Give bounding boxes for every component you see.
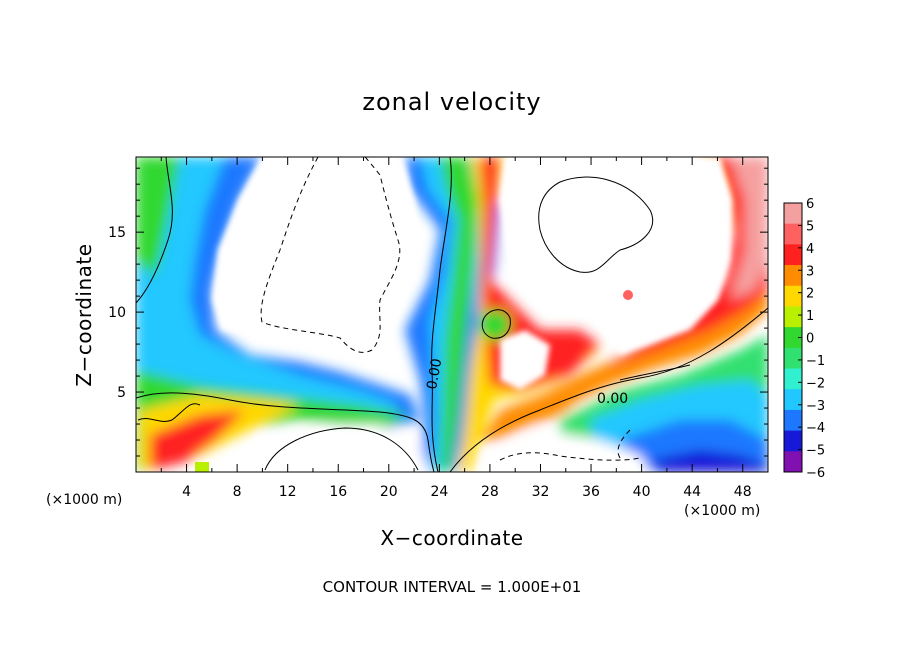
x-tick-label: 28 xyxy=(481,484,499,500)
x-tick-label: 40 xyxy=(633,484,651,500)
x-tick-label: 32 xyxy=(532,484,550,500)
x-tick-label: 48 xyxy=(734,484,752,500)
contour-label-0: 0.00 xyxy=(424,357,445,390)
colorbar-swatch xyxy=(784,306,802,328)
y-axis-label: Z−coordinate xyxy=(72,243,96,387)
colorbar-swatch xyxy=(784,203,802,225)
colorbar-label: 6 xyxy=(806,197,814,212)
colorbar-label: −4 xyxy=(806,421,825,436)
colorbar-swatch xyxy=(784,409,802,432)
colorbar-label: 4 xyxy=(806,242,814,257)
colorbar-label: −3 xyxy=(806,399,825,414)
colorbar-swatch xyxy=(784,430,802,452)
negative-contours xyxy=(260,157,641,461)
x-tick-label: 8 xyxy=(233,484,242,500)
colorbar-label: 1 xyxy=(806,309,814,324)
x-unit-label-left: (×1000 m) xyxy=(46,492,123,508)
colorbar-label: −2 xyxy=(806,376,825,391)
colorbar-label: 2 xyxy=(806,287,814,302)
y-tick-label: 5 xyxy=(117,385,126,401)
x-tick-label: 4 xyxy=(182,484,191,500)
colorbar-label: −6 xyxy=(806,466,825,481)
x-tick-label: 24 xyxy=(430,484,448,500)
colorbar-swatch xyxy=(784,368,802,390)
colorbar-swatch xyxy=(784,285,802,307)
colorbar-label: −1 xyxy=(806,354,825,369)
plot-frame xyxy=(135,156,769,473)
colorbar-swatch xyxy=(784,389,802,411)
colorbar-label: 5 xyxy=(806,219,814,234)
colorbar-label: 0 xyxy=(806,332,814,347)
y-tick-label: 15 xyxy=(108,225,126,241)
x-axis: 4 8 12 16 20 24 28 32 36 40 44 48 xyxy=(160,157,752,500)
y-tick-label: 10 xyxy=(108,305,126,321)
y-axis: 5 10 15 xyxy=(108,167,768,457)
colorbar-label: 3 xyxy=(806,264,814,279)
colorbar-swatch xyxy=(784,265,802,287)
x-tick-label: 44 xyxy=(683,484,701,500)
x-tick-label: 16 xyxy=(329,484,347,500)
contour-interval-note: CONTOUR INTERVAL = 1.000E+01 xyxy=(322,578,582,596)
x-tick-label: 12 xyxy=(279,484,297,500)
colorbar: 6 5 4 3 2 1 0 −1 −2 −3 −4 −5 −6 xyxy=(783,197,825,481)
x-axis-label: X−coordinate xyxy=(380,526,524,550)
chart-title: zonal velocity xyxy=(362,88,542,116)
x-unit-label-right: (×1000 m) xyxy=(684,503,761,519)
velocity-field xyxy=(136,157,768,472)
colorbar-swatch xyxy=(784,451,802,473)
colorbar-swatch xyxy=(784,327,802,349)
colorbar-swatch xyxy=(784,347,802,370)
contour-label-1: 0.00 xyxy=(597,391,628,407)
contour-lines xyxy=(136,157,768,472)
colorbar-label: −5 xyxy=(806,444,825,459)
colorbar-swatch xyxy=(784,223,802,245)
x-tick-label: 36 xyxy=(582,484,600,500)
x-tick-label: 20 xyxy=(380,484,398,500)
colorbar-swatch xyxy=(784,244,802,266)
